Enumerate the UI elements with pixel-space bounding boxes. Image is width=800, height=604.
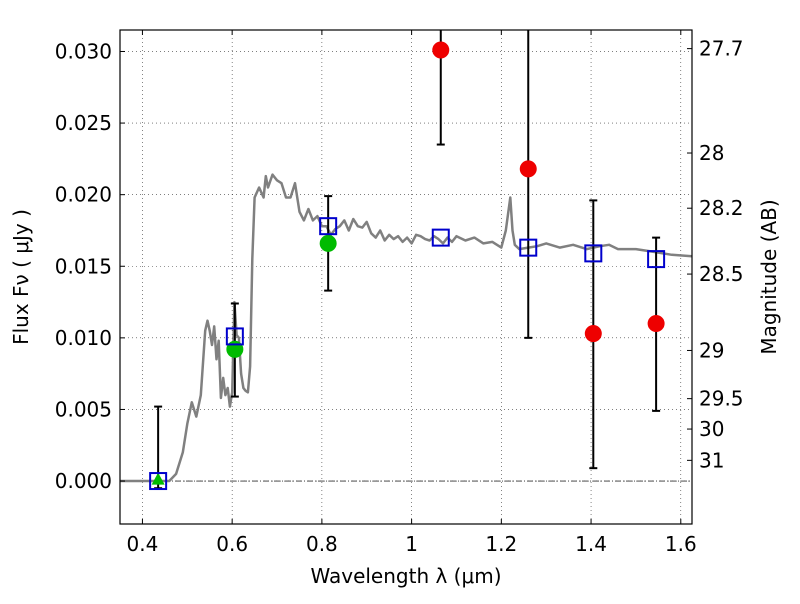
green-triangle-marker (151, 472, 165, 485)
y-axis-label: Flux Fν ( μJy ) (9, 209, 33, 345)
red-data-point (519, 160, 537, 178)
x-tick-label: 1.6 (665, 532, 697, 556)
axis-layer: 0.4 0.6 0.8 1 1.2 1.4 1.6 0.000 0.005 0.010 0.015 0… (55, 30, 744, 556)
series-layer (120, 173, 693, 483)
model-square-marker (225, 327, 244, 346)
x-tick-label: 1.2 (485, 532, 517, 556)
magnitude-tick-label: 28 (699, 141, 724, 165)
red-data-point (432, 41, 450, 59)
model-square-marker (319, 217, 338, 236)
magnitude-tick-label: 27.7 (699, 37, 744, 61)
red-data-point (584, 325, 602, 343)
magnitude-tick-label: 30 (699, 417, 724, 441)
magnitude-tick-label: 28.5 (699, 262, 744, 286)
plot-frame (119, 29, 693, 525)
grid-layer (120, 30, 692, 524)
red-data-point (647, 315, 665, 333)
y-tick-label: 0.010 (55, 326, 112, 350)
model-square-marker (584, 244, 603, 263)
y-tick-label: 0.015 (55, 254, 112, 278)
magnitude-tick-label: 31 (699, 448, 724, 472)
x-tick-label: 0.4 (127, 532, 159, 556)
x-tick-label: 1.4 (575, 532, 607, 556)
y-tick-label: 0.020 (55, 183, 112, 207)
y-tick-label: 0.030 (55, 39, 112, 63)
model-square-marker (647, 250, 666, 269)
sed-model-curve (120, 173, 693, 483)
y-tick-label: 0.000 (55, 469, 112, 493)
model-square-marker (519, 238, 538, 257)
magnitude-tick-label: 28.2 (699, 196, 744, 220)
magnitude-axis-label: Magnitude (AB) (757, 199, 781, 354)
marker-layer (149, 30, 666, 491)
x-tick-label: 0.6 (216, 532, 248, 556)
y-tick-label: 0.025 (55, 111, 112, 135)
model-square-marker (431, 228, 450, 247)
x-axis-label: Wavelength λ (μm) (310, 564, 501, 588)
x-tick-label: 1 (405, 532, 418, 556)
green-data-point (319, 234, 337, 252)
model-square-marker (149, 472, 168, 491)
y-tick-label: 0.005 (55, 397, 112, 421)
magnitude-tick-label: 29.5 (699, 387, 744, 411)
magnitude-tick-label: 29 (699, 338, 724, 362)
x-tick-label: 0.8 (306, 532, 338, 556)
